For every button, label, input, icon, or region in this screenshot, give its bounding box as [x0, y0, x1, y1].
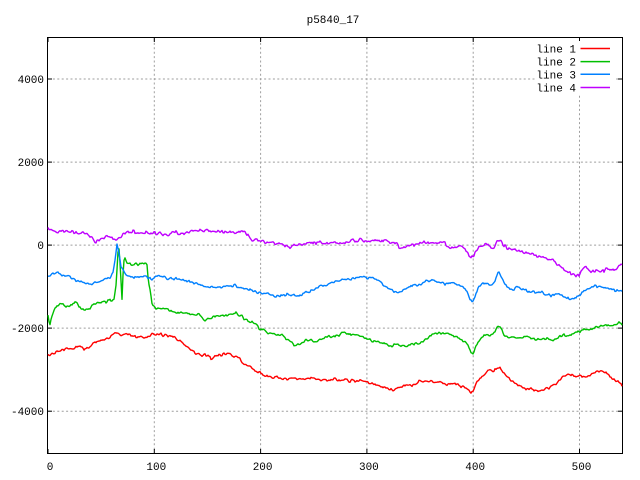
svg-text:100: 100: [146, 462, 166, 474]
svg-text:400: 400: [465, 462, 485, 474]
svg-text:line 4: line 4: [536, 84, 576, 96]
svg-text:2000: 2000: [18, 158, 44, 170]
svg-text:line 1: line 1: [536, 45, 576, 57]
svg-text:200: 200: [253, 462, 273, 474]
svg-text:4000: 4000: [18, 75, 44, 87]
svg-text:300: 300: [359, 462, 379, 474]
svg-text:-4000: -4000: [11, 407, 44, 419]
svg-text:line 2: line 2: [536, 58, 576, 70]
svg-text:0: 0: [47, 462, 54, 474]
svg-text:0: 0: [37, 241, 44, 253]
svg-text:p5840_17: p5840_17: [307, 15, 360, 27]
svg-text:line 3: line 3: [536, 70, 576, 82]
svg-text:-2000: -2000: [11, 324, 44, 336]
svg-text:500: 500: [572, 462, 592, 474]
